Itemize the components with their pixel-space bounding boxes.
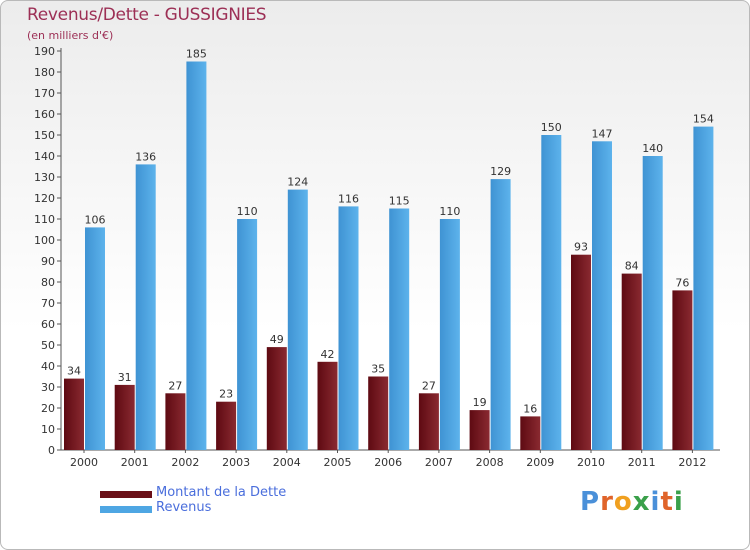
y-tick-label: 140 (34, 150, 55, 163)
x-tick-label: 2005 (324, 456, 352, 469)
bar-debt (520, 416, 540, 450)
bar-debt (165, 393, 185, 450)
data-label-debt: 35 (371, 363, 385, 376)
bars (64, 62, 713, 451)
x-tick-label: 2012 (678, 456, 706, 469)
y-tick-label: 60 (41, 318, 55, 331)
data-label-revenue: 140 (642, 142, 663, 155)
bar-debt (368, 377, 388, 451)
x-tick-label: 2007 (425, 456, 453, 469)
data-label-revenue: 110 (237, 205, 258, 218)
y-tick-label: 150 (34, 129, 55, 142)
x-tick-label: 2002 (171, 456, 199, 469)
bar-chart: 0 10 20 30 40 50 60 70 80 90 100 110 120 130 140 150 160… (0, 0, 750, 550)
y-tick-label: 100 (34, 234, 55, 247)
data-label-debt: 16 (523, 402, 537, 415)
data-label-revenue: 124 (287, 176, 308, 189)
y-tick-label: 160 (34, 108, 55, 121)
data-label-revenue: 150 (541, 121, 562, 134)
bar-debt (571, 255, 591, 450)
data-label-debt: 42 (321, 348, 335, 361)
bar-debt (267, 347, 287, 450)
data-label-debt: 31 (118, 371, 132, 384)
data-label-revenue: 129 (490, 165, 511, 178)
x-tick-label: 2000 (70, 456, 98, 469)
bar-revenue (491, 179, 511, 450)
y-tick-label: 10 (41, 423, 55, 436)
data-label-revenue: 136 (135, 150, 156, 163)
data-label-debt: 93 (574, 241, 588, 254)
x-tick-label: 2009 (526, 456, 554, 469)
data-label-revenue: 154 (693, 113, 714, 126)
y-tick-label: 90 (41, 255, 55, 268)
x-tick-label: 2001 (121, 456, 149, 469)
bar-revenue (339, 206, 359, 450)
y-tick-label: 130 (34, 171, 55, 184)
bar-revenue (440, 219, 460, 450)
legend-label-revenue: Revenus (156, 500, 211, 515)
y-tick-label: 190 (34, 45, 55, 58)
bar-revenue (541, 135, 561, 450)
x-tick-label: 2011 (628, 456, 656, 469)
bar-revenue (85, 227, 105, 450)
bar-debt (672, 290, 692, 450)
data-label-debt: 49 (270, 333, 284, 346)
data-label-debt: 34 (67, 365, 81, 378)
data-label-revenue: 106 (85, 213, 106, 226)
y-tick-label: 180 (34, 66, 55, 79)
proxiti-logo: Proxiti (580, 487, 684, 517)
bar-revenue (288, 190, 308, 450)
bar-revenue (136, 164, 156, 450)
data-label-debt: 27 (168, 379, 182, 392)
y-tick-label: 50 (41, 339, 55, 352)
data-label-revenue: 110 (439, 205, 460, 218)
x-tick-label: 2004 (273, 456, 301, 469)
bar-debt (622, 274, 642, 450)
legend-label-debt: Montant de la Dette (156, 485, 286, 500)
data-label-debt: 23 (219, 388, 233, 401)
y-tick-label: 20 (41, 402, 55, 415)
y-tick-label: 0 (48, 444, 55, 457)
y-tick-label: 30 (41, 381, 55, 394)
bar-revenue (186, 62, 206, 451)
bar-revenue (237, 219, 257, 450)
bar-debt (64, 379, 84, 450)
x-tick-label: 2006 (374, 456, 402, 469)
y-tick-label: 110 (34, 213, 55, 226)
data-label-debt: 19 (473, 396, 487, 409)
data-label-revenue: 116 (338, 192, 359, 205)
data-label-revenue: 185 (186, 48, 207, 61)
data-label-debt: 27 (422, 379, 436, 392)
y-tick-label: 70 (41, 297, 55, 310)
legend-swatch-revenue (100, 506, 152, 513)
bar-revenue (389, 209, 409, 451)
x-tick-label: 2010 (577, 456, 605, 469)
data-label-revenue: 115 (389, 195, 410, 208)
bar-debt (115, 385, 135, 450)
bar-revenue (693, 127, 713, 450)
y-tick-label: 170 (34, 87, 55, 100)
bar-revenue (643, 156, 663, 450)
y-tick-label: 80 (41, 276, 55, 289)
x-tick-label: 2003 (222, 456, 250, 469)
y-tick-label: 40 (41, 360, 55, 373)
x-tick-label: 2008 (476, 456, 504, 469)
data-label-debt: 76 (675, 276, 689, 289)
bar-debt (470, 410, 490, 450)
data-label-revenue: 147 (592, 127, 613, 140)
bar-revenue (592, 141, 612, 450)
bar-debt (318, 362, 338, 450)
data-label-debt: 84 (625, 260, 639, 273)
bar-debt (419, 393, 439, 450)
legend-swatch-debt (100, 491, 152, 498)
y-tick-label: 120 (34, 192, 55, 205)
bar-debt (216, 402, 236, 450)
